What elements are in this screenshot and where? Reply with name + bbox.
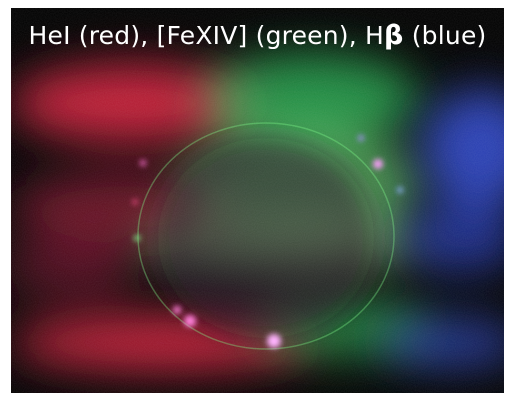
image-frame: HeI (red), [FeXIV] (green), Hβ (blue) (11, 8, 504, 393)
caption-text: HeI (red), [FeXIV] (green), H (28, 21, 385, 50)
caption-suffix: (blue) (403, 21, 487, 50)
eclipse-composite-image (11, 8, 504, 393)
caption-greek-letter: β (384, 20, 404, 51)
noise-overlay (11, 8, 504, 393)
image-caption: HeI (red), [FeXIV] (green), Hβ (blue) (11, 20, 504, 51)
